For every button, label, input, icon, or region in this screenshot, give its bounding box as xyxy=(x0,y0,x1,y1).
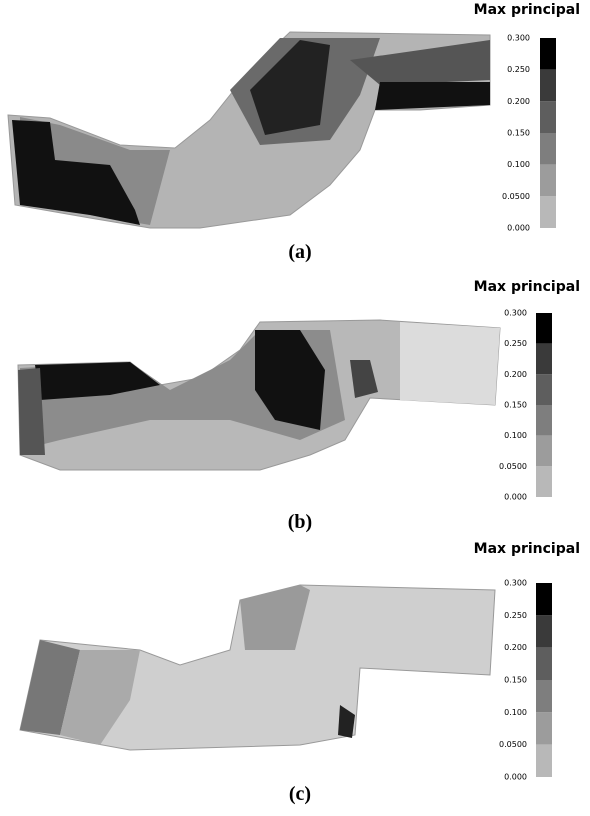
colorbar-band xyxy=(536,405,552,436)
colorbar-band xyxy=(536,712,552,744)
caption: (b) xyxy=(288,511,312,533)
mesh-zone xyxy=(250,40,330,135)
colorbar-band xyxy=(540,38,556,70)
colorbar-tick: 0.100 xyxy=(504,708,527,717)
colorbar-tick: 0.100 xyxy=(507,160,530,169)
colorbar-band xyxy=(536,344,552,375)
colorbar-tick: 0.250 xyxy=(504,611,527,620)
colorbar-tick: 0.200 xyxy=(504,643,527,652)
colorbar-tick: 0.300 xyxy=(504,309,527,318)
colorbar-tick: 0.0500 xyxy=(502,192,530,201)
colorbar-band xyxy=(536,745,552,777)
colorbar-tick: 0.150 xyxy=(507,129,530,138)
figure: Max principal 0.300 0.250 0.200 0.150 0.100 0.… xyxy=(0,0,590,816)
colorbar-tick: 0.100 xyxy=(504,431,527,440)
colorbar-tick: 0.300 xyxy=(504,579,527,588)
legend-title: Max principal xyxy=(474,279,580,295)
mesh-zone xyxy=(400,322,500,405)
colorbar-band xyxy=(536,648,552,680)
colorbar-tick: 0.0500 xyxy=(499,462,527,471)
colorbar-band xyxy=(536,466,552,497)
legend-title: Max principal xyxy=(474,2,580,18)
caption: (a) xyxy=(288,241,311,263)
plot-c xyxy=(20,585,495,750)
colorbar-tick: 0.200 xyxy=(504,370,527,379)
colorbar-band xyxy=(540,196,556,228)
colorbar-tick: 0.200 xyxy=(507,97,530,106)
caption: (c) xyxy=(289,783,311,805)
colorbar-band xyxy=(536,374,552,405)
colorbar-tick: 0.000 xyxy=(507,224,530,233)
colorbar-tick: 0.0500 xyxy=(499,740,527,749)
plot-a xyxy=(8,32,490,228)
colorbar-tick: 0.000 xyxy=(504,493,527,502)
colorbar-tick: 0.150 xyxy=(504,676,527,685)
colorbar-tick: 0.250 xyxy=(504,339,527,348)
colorbar-tick: 0.300 xyxy=(507,34,530,43)
legend-title: Max principal xyxy=(474,541,580,557)
colorbar-band xyxy=(536,680,552,712)
colorbar-band xyxy=(540,70,556,102)
colorbar-band xyxy=(536,313,552,344)
colorbar-band xyxy=(540,133,556,165)
colorbar-tick: 0.150 xyxy=(504,401,527,410)
colorbar-band xyxy=(540,101,556,133)
colorbar-band xyxy=(536,436,552,467)
colorbar-band xyxy=(536,615,552,647)
plot-b xyxy=(18,320,500,470)
colorbar-tick: 0.250 xyxy=(507,65,530,74)
colorbar-band xyxy=(536,583,552,615)
colorbar-tick: 0.000 xyxy=(504,773,527,782)
colorbar-band xyxy=(540,165,556,197)
